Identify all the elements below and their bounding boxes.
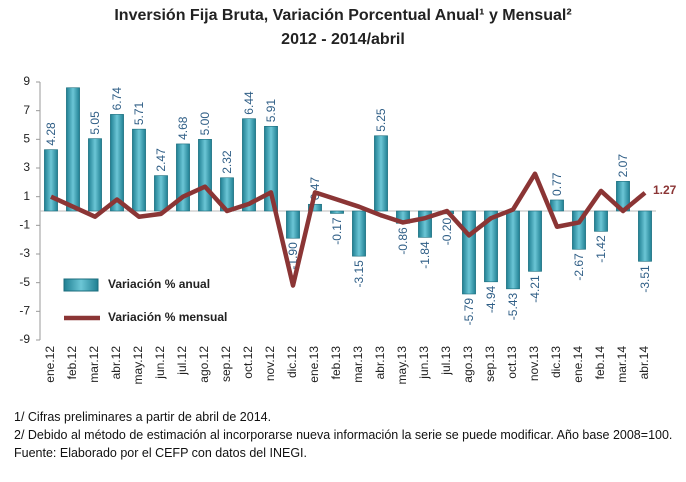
data-label: -5.79 bbox=[462, 298, 476, 326]
y-tick-label: 9 bbox=[23, 74, 30, 88]
bar bbox=[506, 210, 520, 290]
bar bbox=[110, 114, 124, 212]
x-tick-label: abr.12 bbox=[109, 346, 123, 380]
x-tick-label: ene.13 bbox=[307, 346, 321, 383]
x-tick-label: ago.13 bbox=[461, 346, 475, 383]
x-tick-label: feb.13 bbox=[329, 346, 343, 380]
bar bbox=[550, 199, 564, 212]
data-label: 2.07 bbox=[616, 154, 630, 178]
notes: 1/ Cifras preliminares a partir de abril… bbox=[14, 408, 676, 462]
data-label: 5.91 bbox=[264, 99, 278, 123]
bar bbox=[484, 210, 498, 283]
x-tick-label: oct.13 bbox=[505, 346, 519, 379]
x-tick-label: feb.14 bbox=[593, 346, 607, 380]
bar bbox=[264, 125, 278, 212]
data-label: -4.94 bbox=[484, 285, 498, 313]
y-tick-label: -7 bbox=[19, 304, 30, 318]
x-tick-label: sep.12 bbox=[219, 346, 233, 382]
data-label: -0.86 bbox=[396, 227, 410, 255]
data-label: -4.21 bbox=[528, 275, 542, 303]
data-label: 1.27 bbox=[653, 183, 677, 197]
x-tick-label: nov.13 bbox=[527, 346, 541, 381]
x-tick-label: mar.13 bbox=[351, 346, 365, 383]
bar bbox=[638, 210, 652, 262]
data-label: -0.17 bbox=[330, 217, 344, 245]
data-label: 5.00 bbox=[198, 112, 212, 136]
legend-swatch bbox=[63, 278, 99, 292]
x-tick-label: may.12 bbox=[131, 346, 145, 385]
x-tick-label: oct.12 bbox=[241, 346, 255, 379]
data-label: 2.47 bbox=[154, 148, 168, 172]
data-label: 0.77 bbox=[550, 172, 564, 196]
data-label: 4.28 bbox=[44, 122, 58, 146]
bar bbox=[154, 175, 168, 212]
chart: Inversión Fija Bruta, Variación Porcentu… bbox=[19, 7, 677, 385]
data-label: -5.43 bbox=[506, 293, 520, 321]
data-label: -1.84 bbox=[418, 241, 432, 269]
data-label: 5.71 bbox=[132, 101, 146, 125]
note: 2/ Debido al método de estimación al inc… bbox=[14, 428, 673, 442]
data-label: -1.42 bbox=[594, 235, 608, 263]
data-label: 4.68 bbox=[176, 116, 190, 140]
data-label: -3.15 bbox=[352, 260, 366, 288]
chart-title: Inversión Fija Bruta, Variación Porcentu… bbox=[114, 7, 571, 24]
x-tick-label: abr.14 bbox=[637, 346, 651, 380]
bar bbox=[462, 210, 476, 295]
data-label: 6.74 bbox=[110, 87, 124, 111]
x-tick-label: dic.13 bbox=[549, 346, 563, 378]
y-tick-label: 1 bbox=[23, 189, 30, 203]
y-tick-label: -1 bbox=[19, 218, 30, 232]
y-tick-label: 5 bbox=[23, 132, 30, 146]
y-tick-label: -3 bbox=[19, 246, 30, 260]
x-tick-label: mar.14 bbox=[615, 346, 629, 383]
data-label: -2.67 bbox=[572, 253, 586, 281]
y-tick-label: -9 bbox=[19, 332, 30, 346]
bar bbox=[198, 139, 212, 212]
x-tick-label: ene.14 bbox=[571, 346, 585, 383]
x-tick-label: ago.12 bbox=[197, 346, 211, 383]
legend-label: Variación % anual bbox=[108, 277, 210, 291]
bar bbox=[66, 87, 80, 212]
bar bbox=[308, 203, 322, 212]
line bbox=[50, 171, 647, 288]
x-tick-label: may.13 bbox=[395, 346, 409, 385]
x-tick-label: ene.12 bbox=[43, 346, 57, 383]
note: 1/ Cifras preliminares a partir de abril… bbox=[14, 410, 272, 424]
bar bbox=[44, 149, 58, 212]
x-tick-label: mar.12 bbox=[87, 346, 101, 383]
data-label: -0.20 bbox=[440, 218, 454, 246]
data-label: 6.44 bbox=[242, 91, 256, 115]
bar bbox=[330, 210, 344, 214]
bar bbox=[286, 210, 300, 239]
data-label: -3.51 bbox=[638, 265, 652, 293]
data-label: 2.32 bbox=[220, 150, 234, 174]
x-tick-label: jul.12 bbox=[175, 346, 189, 376]
data-label: 5.05 bbox=[88, 111, 102, 135]
bar bbox=[242, 118, 256, 212]
x-tick-label: nov.12 bbox=[263, 346, 277, 381]
x-tick-label: jul.13 bbox=[439, 346, 453, 376]
note: Fuente: Elaborado por el CEFP con datos … bbox=[14, 446, 307, 460]
data-label: 5.25 bbox=[374, 108, 388, 132]
bar bbox=[374, 135, 388, 212]
bar bbox=[594, 210, 608, 232]
x-tick-label: abr.13 bbox=[373, 346, 387, 380]
y-tick-label: -5 bbox=[19, 275, 30, 289]
bar bbox=[352, 210, 366, 257]
chart-subtitle: 2012 - 2014/abril bbox=[281, 31, 405, 48]
x-tick-label: jun.12 bbox=[153, 346, 167, 380]
bar bbox=[132, 128, 146, 212]
x-tick-label: dic.12 bbox=[285, 346, 299, 378]
y-tick-label: 7 bbox=[23, 103, 30, 117]
bar bbox=[88, 138, 102, 212]
x-tick-label: feb.12 bbox=[65, 346, 79, 380]
legend-label: Variación % mensual bbox=[108, 310, 227, 324]
y-tick-label: 3 bbox=[23, 160, 30, 174]
x-tick-label: sep.13 bbox=[483, 346, 497, 382]
x-tick-label: jun.13 bbox=[417, 346, 431, 380]
bar bbox=[528, 210, 542, 272]
